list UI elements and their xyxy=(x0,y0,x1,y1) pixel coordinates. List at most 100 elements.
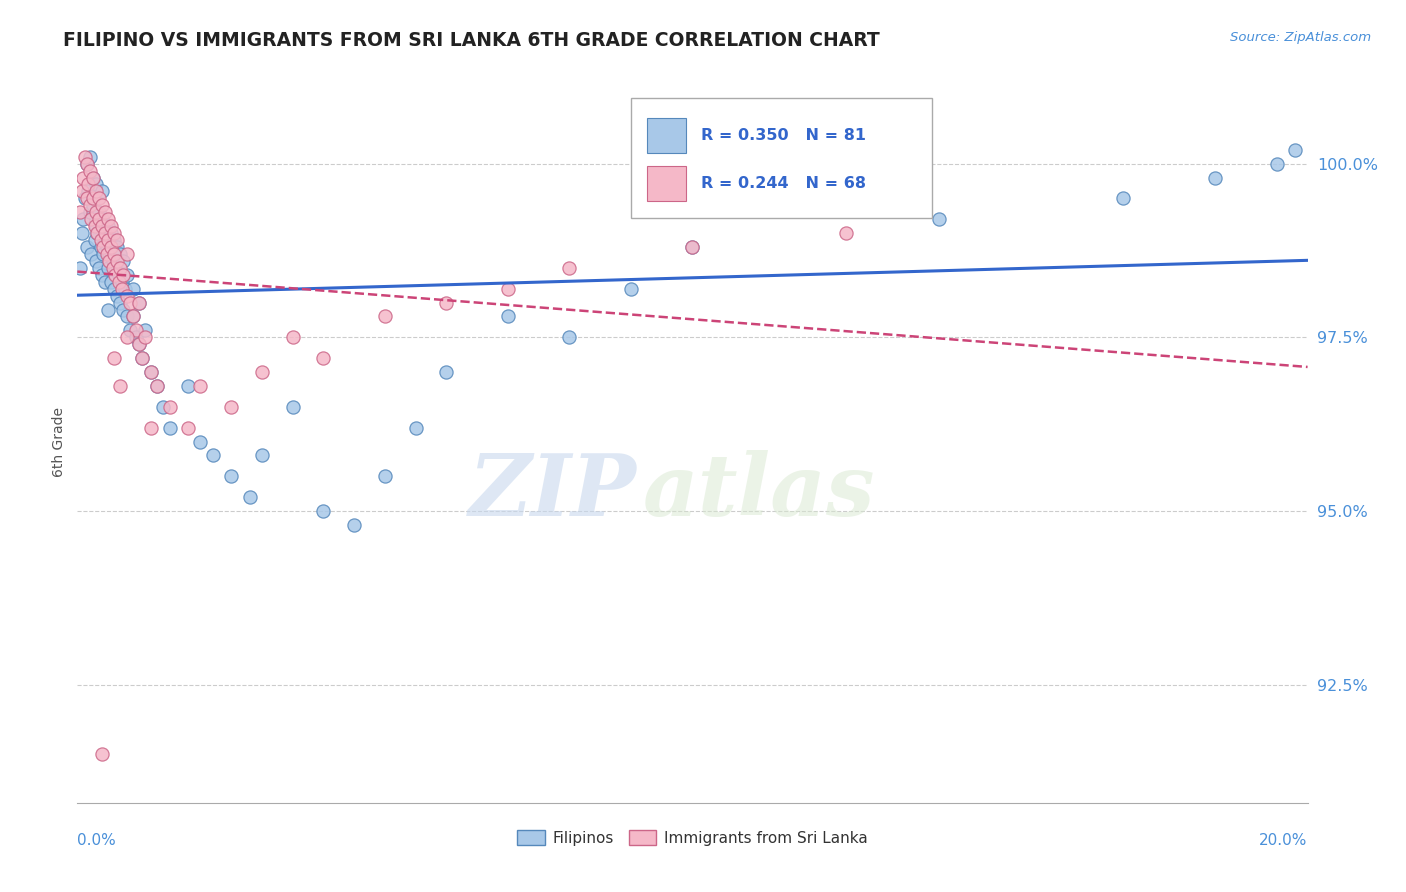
Point xyxy=(201,449,224,463)
Point xyxy=(112,302,135,317)
Point xyxy=(90,198,114,212)
Point xyxy=(98,247,121,261)
Point xyxy=(83,219,105,234)
Point xyxy=(97,212,120,227)
Point xyxy=(436,295,458,310)
Point xyxy=(84,205,107,219)
Point xyxy=(682,240,704,254)
Point xyxy=(110,247,132,261)
Point xyxy=(103,351,125,366)
Point xyxy=(100,240,122,254)
Point xyxy=(76,240,98,254)
Point xyxy=(141,420,163,434)
Point xyxy=(103,247,125,261)
Point xyxy=(110,295,132,310)
Point xyxy=(103,226,125,240)
Point xyxy=(111,282,132,296)
Point xyxy=(558,260,581,275)
Point xyxy=(146,379,169,393)
Point xyxy=(177,420,200,434)
Point xyxy=(115,268,138,282)
Point xyxy=(118,323,141,337)
Point xyxy=(343,517,366,532)
Point xyxy=(141,365,163,379)
Point xyxy=(1265,156,1288,170)
Point xyxy=(115,330,138,344)
Point xyxy=(80,247,103,261)
Point xyxy=(82,191,104,205)
Point xyxy=(928,212,950,227)
Point xyxy=(84,253,107,268)
Point xyxy=(77,185,100,199)
Point xyxy=(105,233,128,247)
Point xyxy=(104,260,127,275)
Point xyxy=(496,282,519,296)
Point xyxy=(94,226,117,240)
Text: 20.0%: 20.0% xyxy=(1260,833,1308,848)
Point xyxy=(188,379,212,393)
Point xyxy=(281,330,304,344)
Legend: Filipinos, Immigrants from Sri Lanka: Filipinos, Immigrants from Sri Lanka xyxy=(517,830,868,846)
Text: atlas: atlas xyxy=(644,450,876,534)
Point xyxy=(105,288,128,302)
Point xyxy=(79,163,101,178)
Point xyxy=(90,233,112,247)
Point xyxy=(682,240,704,254)
Point xyxy=(128,295,150,310)
Point xyxy=(101,260,124,275)
Point xyxy=(87,191,110,205)
Point xyxy=(94,226,117,240)
Point xyxy=(131,351,153,366)
Point xyxy=(111,275,132,289)
Point xyxy=(96,247,118,261)
Point xyxy=(86,226,108,240)
Point xyxy=(79,205,101,219)
Point xyxy=(84,178,107,192)
Point xyxy=(405,420,427,434)
Point xyxy=(90,212,114,227)
Point xyxy=(70,185,93,199)
Point xyxy=(79,198,101,212)
Point xyxy=(76,156,98,170)
Point xyxy=(86,226,108,240)
Point xyxy=(1204,170,1226,185)
Point xyxy=(82,198,104,212)
Point xyxy=(110,379,132,393)
Point xyxy=(1284,143,1306,157)
Point xyxy=(374,469,396,483)
Point xyxy=(281,400,304,414)
Point xyxy=(87,205,110,219)
Text: FILIPINO VS IMMIGRANTS FROM SRI LANKA 6TH GRADE CORRELATION CHART: FILIPINO VS IMMIGRANTS FROM SRI LANKA 6T… xyxy=(63,31,880,50)
Point xyxy=(94,205,117,219)
Point xyxy=(114,282,136,296)
Point xyxy=(70,226,93,240)
Point xyxy=(100,219,122,234)
Point xyxy=(100,275,122,289)
Point xyxy=(250,365,273,379)
Point xyxy=(91,247,114,261)
Point xyxy=(103,233,125,247)
Point xyxy=(105,240,128,254)
Point xyxy=(112,268,135,282)
Point xyxy=(80,212,103,227)
Point xyxy=(103,282,125,296)
Point xyxy=(134,330,156,344)
Point xyxy=(159,420,181,434)
Point xyxy=(79,150,101,164)
Point xyxy=(131,351,153,366)
Point xyxy=(90,240,112,254)
Point xyxy=(152,400,174,414)
Point xyxy=(159,400,181,414)
Text: R = 0.244   N = 68: R = 0.244 N = 68 xyxy=(702,176,866,191)
Point xyxy=(87,212,110,227)
FancyBboxPatch shape xyxy=(647,118,686,153)
Point xyxy=(84,185,107,199)
Point xyxy=(90,747,114,761)
Point xyxy=(118,295,141,310)
Point xyxy=(558,330,581,344)
Point xyxy=(90,219,114,234)
Point xyxy=(125,323,148,337)
Point xyxy=(121,282,143,296)
Point xyxy=(219,400,242,414)
Point xyxy=(250,449,273,463)
